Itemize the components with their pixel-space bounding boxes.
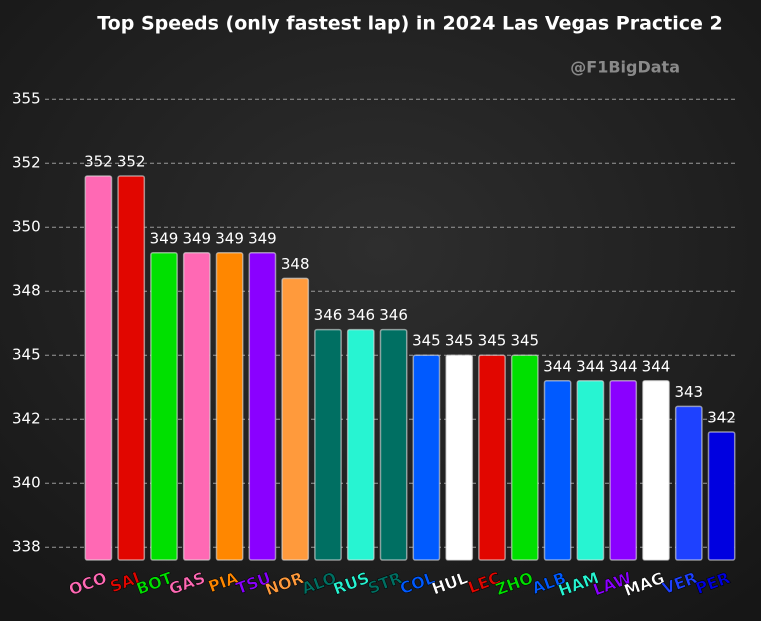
bar (543, 380, 572, 561)
data-label: 342 (707, 409, 736, 427)
bar (84, 175, 113, 561)
bar (642, 380, 670, 561)
data-label: 346 (346, 306, 375, 324)
data-label: 344 (642, 357, 671, 375)
y-tick-label: 338 (12, 538, 41, 556)
bar (215, 252, 244, 561)
data-label: 346 (314, 306, 343, 324)
y-tick-label: 345 (12, 346, 41, 364)
data-label: 344 (576, 357, 605, 375)
data-label: 352 (84, 153, 113, 171)
bar (182, 252, 211, 561)
bar (248, 252, 277, 561)
chart-title: Top Speeds (only fastest lap) in 2024 La… (97, 13, 723, 35)
data-label: 349 (182, 229, 211, 247)
bar (510, 354, 539, 561)
y-tick-label: 340 (12, 474, 41, 492)
data-label: 348 (281, 255, 310, 273)
y-tick-label: 352 (12, 154, 41, 172)
data-label: 349 (215, 229, 244, 247)
data-label: 349 (150, 229, 179, 247)
data-label: 343 (674, 383, 703, 401)
data-label: 346 (379, 306, 408, 324)
data-label: 345 (412, 332, 441, 350)
bar (478, 354, 506, 561)
bar (576, 380, 605, 561)
data-label: 345 (445, 332, 474, 350)
data-label: 352 (117, 153, 146, 171)
y-tick-label: 342 (12, 410, 41, 428)
bar (674, 405, 703, 561)
bar (707, 431, 736, 561)
bar (445, 354, 474, 561)
data-label: 345 (478, 332, 507, 350)
bar (150, 252, 178, 561)
data-label: 345 (510, 332, 539, 350)
bar (346, 328, 375, 561)
bar (379, 328, 408, 561)
data-label: 349 (248, 229, 277, 247)
bar (609, 380, 638, 561)
y-tick-label: 350 (12, 218, 41, 236)
data-label: 344 (609, 357, 638, 375)
bar (314, 328, 342, 561)
bar (117, 175, 146, 561)
y-tick-label: 348 (12, 282, 41, 300)
y-tick-label: 355 (12, 90, 41, 108)
data-label: 344 (543, 357, 572, 375)
bar (281, 277, 310, 561)
watermark: @F1BigData (570, 58, 680, 77)
bar (412, 354, 441, 561)
